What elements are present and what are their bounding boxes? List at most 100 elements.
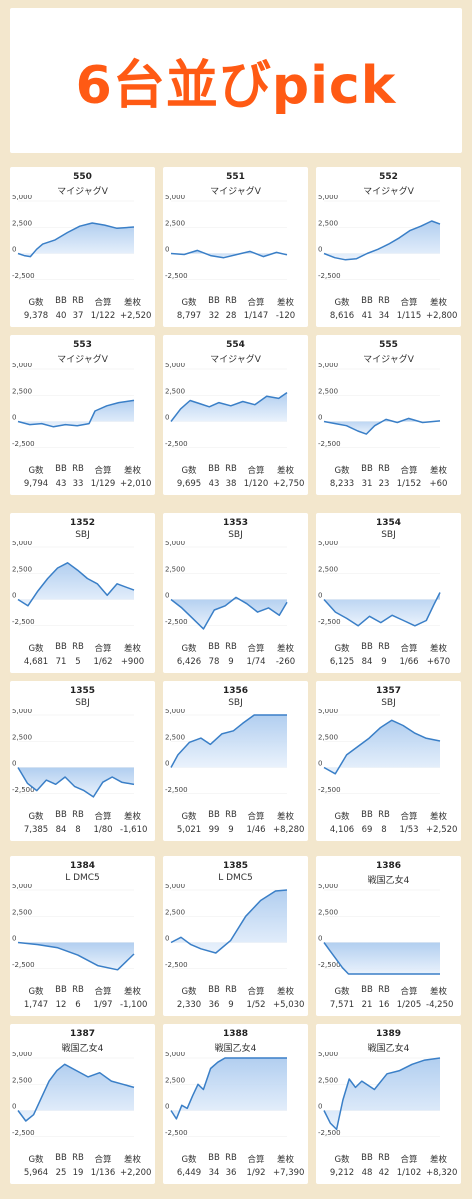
stat-header: BB [361, 642, 373, 652]
y-tick-label: 0 [318, 592, 322, 600]
machine-card: 554 マイジャグV 5,000 2,500 0 -2,500 G数 BB RB 合算 差枚 9,69… [163, 335, 308, 495]
stat-header: BB [55, 810, 67, 820]
stats-value-row: 9,378 40 37 1/122 +2,520 [20, 311, 152, 321]
machine-number: 1387 [69, 1029, 96, 1039]
stat-header: BB [208, 810, 220, 820]
machine-number: 555 [379, 340, 398, 350]
area-fill [324, 418, 440, 435]
y-tick-label: -2,500 [12, 272, 35, 280]
stat-header: G数 [334, 466, 350, 476]
stats-header-row: G数 BB RB 合算 差枚 [173, 1153, 298, 1165]
stat-header: G数 [181, 298, 197, 308]
stat-header: G数 [181, 812, 197, 822]
stat-rb: 19 [72, 1168, 84, 1178]
stat-header: 差枚 [276, 1155, 294, 1165]
stat-header: 合算 [94, 1155, 112, 1165]
stats-value-row: 4,106 69 8 1/53 +2,520 [326, 825, 458, 835]
group-dmc-otome: 1384 L DMC5 5,000 2,500 0 -2,500 G数 BB RB 合算 差枚 1,7… [10, 856, 462, 1184]
slump-chart: 5,000 2,500 0 -2,500 [165, 884, 288, 970]
machine-number: 551 [226, 172, 245, 182]
machine-model: L DMC5 [218, 873, 253, 883]
y-tick-label: 2,500 [12, 908, 32, 916]
stat-header: 合算 [400, 466, 418, 476]
stat-header: 合算 [247, 466, 265, 476]
y-tick-label: 2,500 [318, 219, 338, 227]
stat-diff: +5,030 [273, 1000, 305, 1010]
area-fill [324, 592, 440, 626]
stat-header: BB [208, 985, 220, 995]
stat-rb: 5 [75, 657, 81, 667]
machine-number: 1357 [375, 686, 402, 696]
area-fill [18, 223, 134, 257]
machine-model: マイジャグV [57, 355, 108, 365]
stat-combined: 1/136 [90, 1168, 116, 1178]
stat-diff: +60 [429, 479, 448, 489]
stat-header: 合算 [247, 987, 265, 997]
slump-chart: 5,000 2,500 0 -2,500 [12, 709, 135, 798]
y-tick-label: 2,500 [318, 387, 338, 395]
y-tick-label: 5,000 [165, 1052, 185, 1058]
machine-card: 1387 戦国乙女4 5,000 2,500 0 -2,500 G数 BB RB 合算 差枚 5,96… [10, 1024, 155, 1184]
stat-header: 合算 [400, 298, 418, 308]
stat-header: G数 [334, 1155, 350, 1165]
stat-header: 差枚 [276, 812, 294, 822]
y-tick-label: 2,500 [12, 1076, 32, 1084]
y-tick-label: 2,500 [318, 908, 338, 916]
stat-header: 差枚 [429, 466, 447, 476]
y-tick-label: -2,500 [12, 618, 35, 626]
machine-card: 552 マイジャグV 5,000 2,500 0 -2,500 G数 BB RB 合算 差枚 8,61… [316, 167, 461, 327]
machine-card: 551 マイジャグV 5,000 2,500 0 -2,500 G数 BB RB 合算 差枚 8,79… [163, 167, 308, 327]
stat-games: 8,233 [329, 479, 355, 489]
stat-header: RB [378, 642, 390, 652]
stat-header: BB [55, 1153, 67, 1163]
stats-value-row: 4,681 71 5 1/62 +900 [20, 657, 145, 667]
slump-chart: 5,000 2,500 0 -2,500 [318, 363, 441, 449]
machine-number: 1389 [375, 1029, 402, 1039]
machine-card: 1388 戦国乙女4 5,000 2,500 0 -2,500 G数 BB RB 合算 差枚 6,44… [163, 1024, 308, 1184]
slump-chart: 5,000 2,500 0 -2,500 [165, 541, 288, 630]
y-tick-label: 0 [165, 246, 169, 254]
y-tick-label: -2,500 [165, 961, 188, 969]
stat-header: BB [55, 464, 67, 474]
stat-header: RB [378, 810, 390, 820]
machine-number: 1352 [69, 518, 96, 528]
y-tick-label: 5,000 [318, 363, 338, 369]
stat-header: BB [55, 642, 67, 652]
stat-rb: 16 [378, 1000, 390, 1010]
y-tick-label: 5,000 [318, 195, 338, 201]
area-fill [18, 767, 134, 797]
series-line [17, 562, 135, 607]
stat-header: G数 [334, 812, 350, 822]
stat-games: 1,747 [23, 1000, 49, 1010]
stat-header: RB [225, 810, 237, 820]
stat-diff: +2,520 [120, 311, 152, 321]
machine-card: 1389 戦国乙女4 5,000 2,500 0 -2,500 G数 BB RB 合算 差枚 9,21… [316, 1024, 461, 1184]
stat-header: G数 [28, 987, 44, 997]
stat-bb: 43 [208, 479, 220, 489]
area-fill [171, 1058, 287, 1119]
series-line [323, 417, 441, 435]
machine-card: 1385 L DMC5 5,000 2,500 0 -2,500 G数 BB RB 合算 差枚 2,3… [163, 856, 308, 1016]
stat-header: 合算 [400, 812, 418, 822]
stat-games: 6,125 [329, 657, 355, 667]
stat-header: RB [72, 642, 84, 652]
stat-header: BB [361, 296, 373, 306]
stat-header: RB [72, 810, 84, 820]
machine-number: 1353 [222, 518, 249, 528]
y-tick-label: 2,500 [318, 1076, 338, 1084]
stats-value-row: 7,385 84 8 1/80 -1,610 [20, 825, 148, 835]
stat-header: 合算 [247, 1155, 265, 1165]
y-tick-label: 2,500 [165, 387, 185, 395]
stat-bb: 78 [208, 657, 220, 667]
stat-combined: 1/74 [246, 657, 266, 667]
series-line [170, 889, 288, 954]
stat-header: G数 [181, 1155, 197, 1165]
machine-model: SBJ [381, 530, 396, 540]
stat-header: 差枚 [276, 466, 294, 476]
stat-header: 差枚 [123, 812, 141, 822]
stat-header: G数 [181, 987, 197, 997]
machine-model: SBJ [228, 698, 243, 708]
stat-rb: 9 [228, 825, 234, 835]
y-tick-label: -2,500 [12, 961, 35, 969]
stats-value-row: 2,330 36 9 1/52 +5,030 [173, 1000, 305, 1010]
